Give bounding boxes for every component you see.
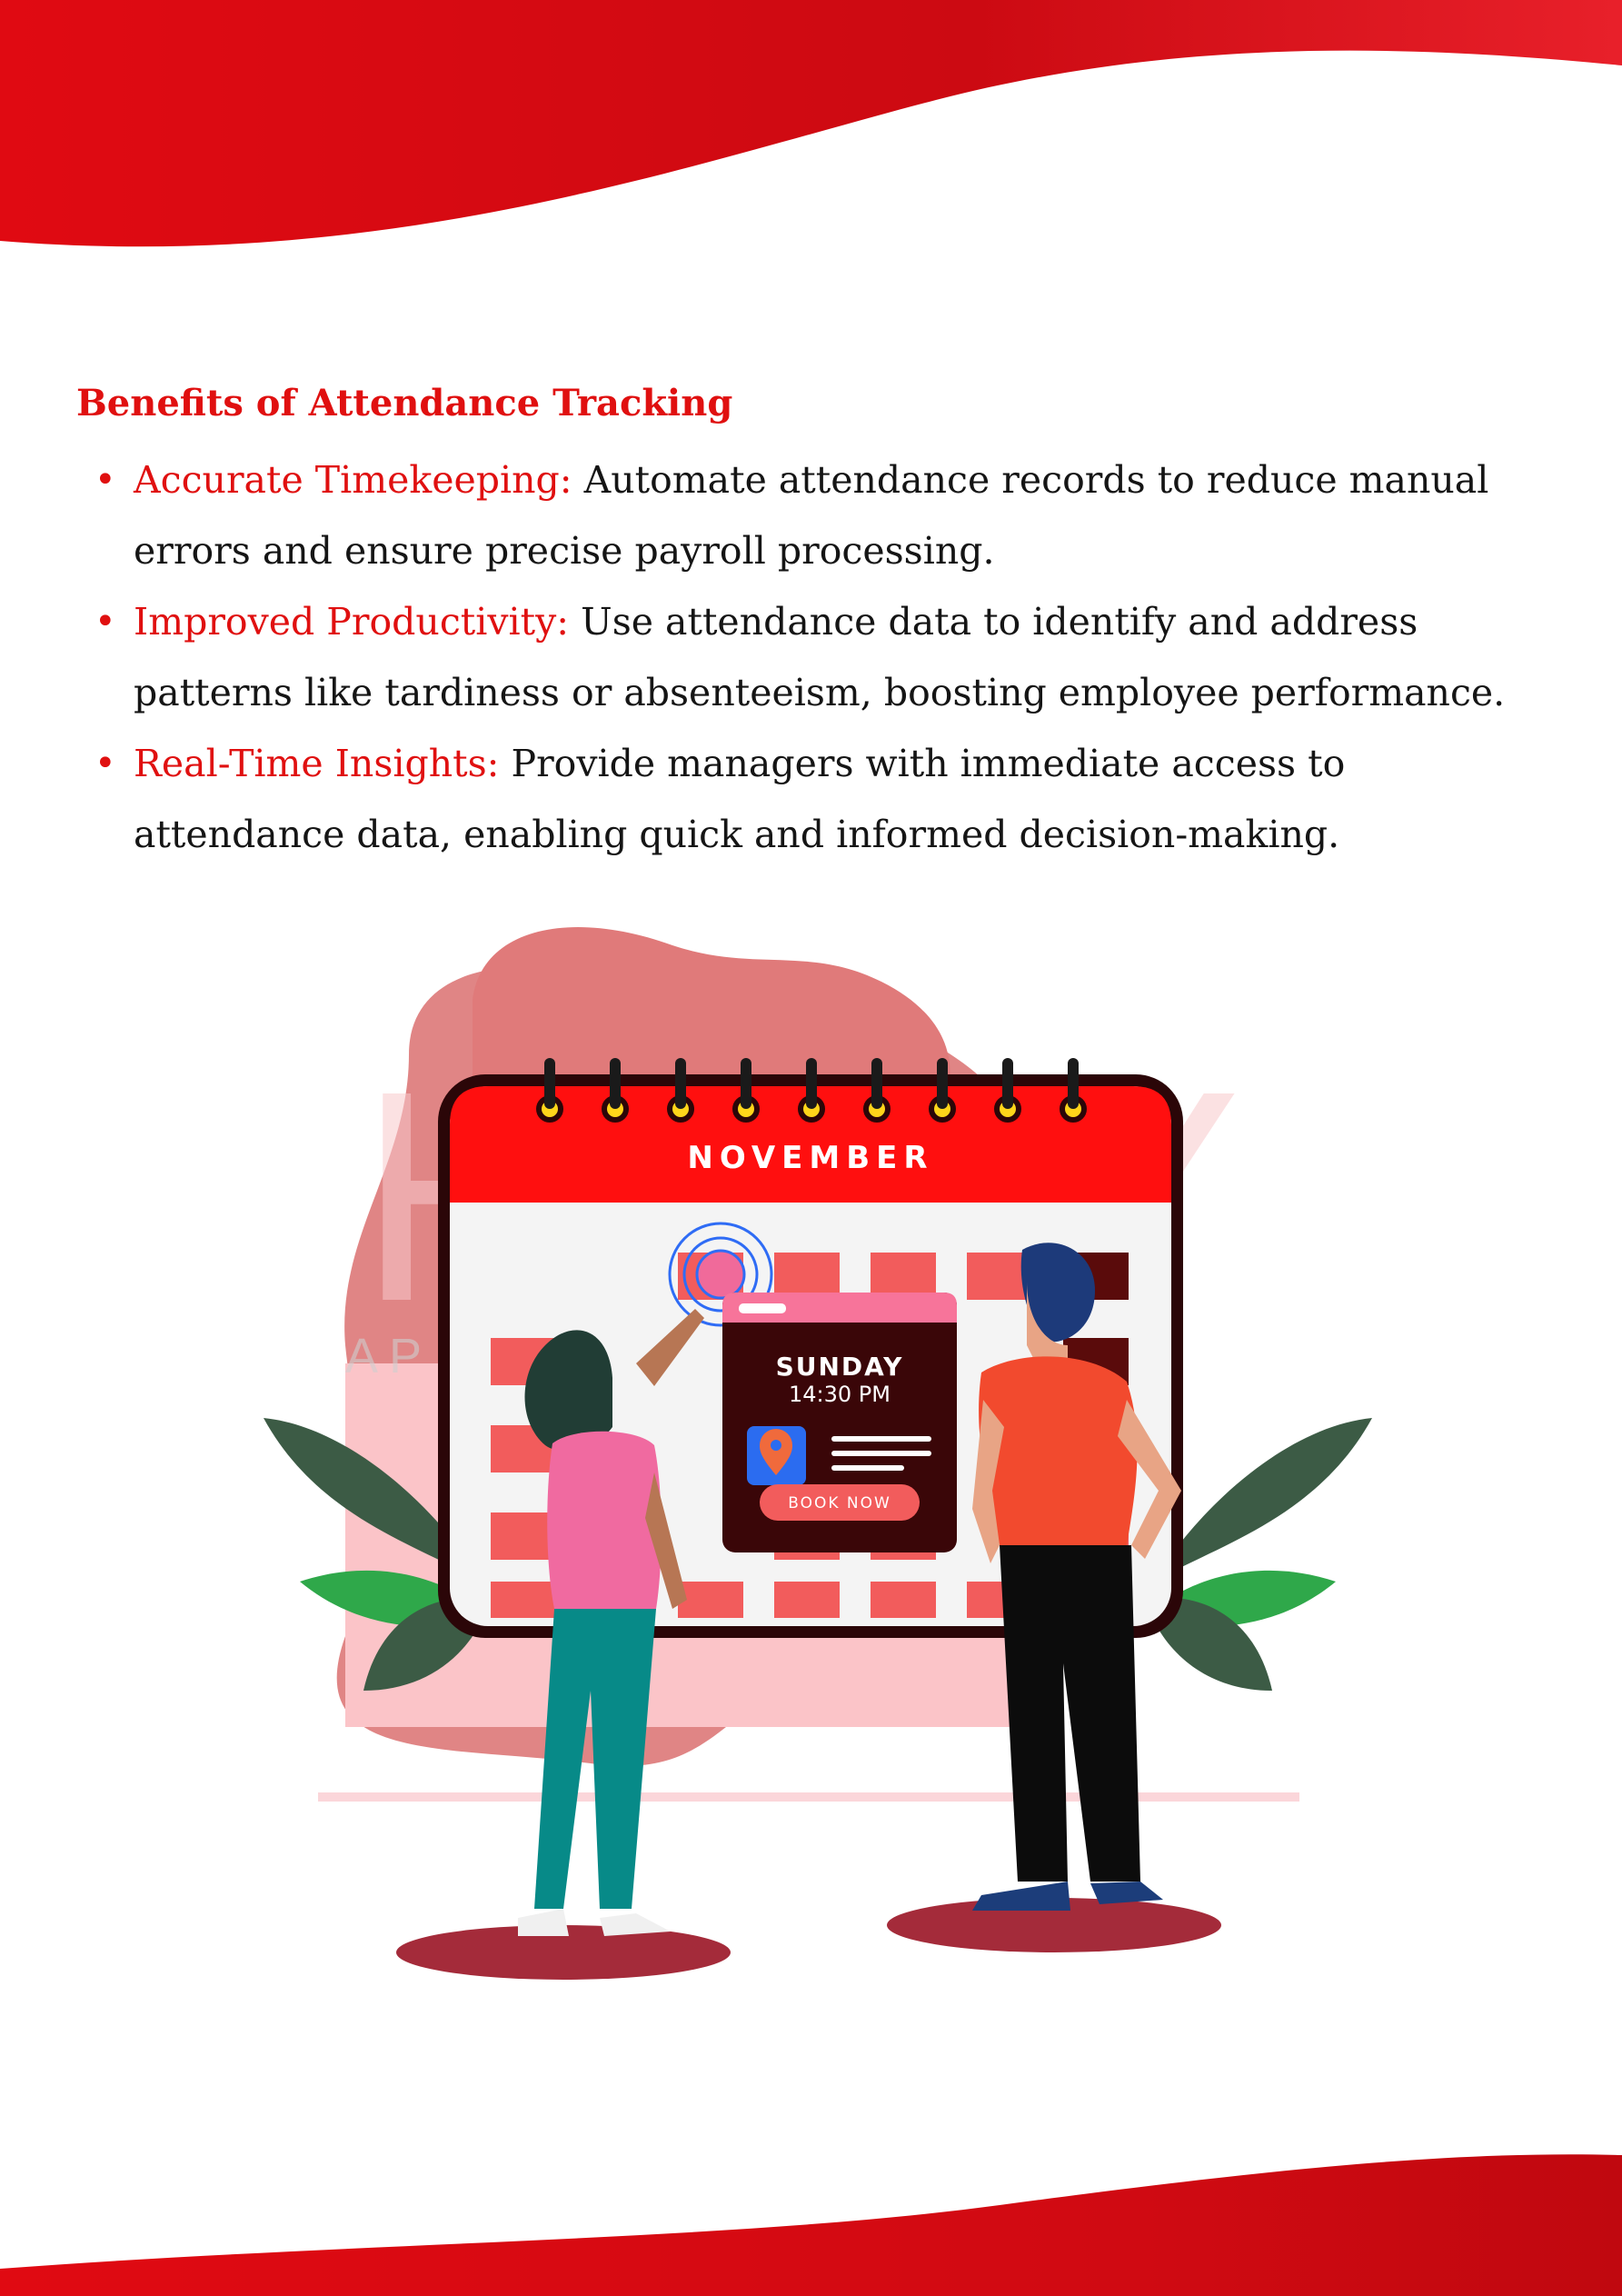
- leaf-icon: [1145, 1418, 1372, 1691]
- benefit-label: Accurate Timekeeping:: [134, 458, 572, 502]
- location-pin-icon: [747, 1426, 806, 1485]
- section-heading: Benefits of Attendance Tracking: [76, 382, 733, 424]
- list-item: • Real-Time Insights: Provide managers w…: [76, 728, 1567, 870]
- calendar-binding: [544, 1058, 1079, 1109]
- event-day: SUNDAY: [776, 1352, 904, 1382]
- benefits-list: • Accurate Timekeeping: Automate attenda…: [76, 444, 1567, 870]
- benefits-section: Benefits of Attendance Tracking • Accura…: [76, 382, 1567, 870]
- book-now-button[interactable]: [760, 1484, 920, 1521]
- man-figure: [887, 1243, 1221, 1952]
- list-item: • Improved Productivity: Use attendance …: [76, 586, 1567, 728]
- benefit-text: Provide managers with immediate access t…: [134, 742, 1346, 856]
- benefit-label: Real-Time Insights:: [134, 742, 500, 785]
- event-card: SUNDAY 14:30 PM BOOK NOW: [722, 1293, 957, 1552]
- top-wave: [0, 0, 1622, 247]
- book-now-label: BOOK NOW: [788, 1494, 891, 1512]
- calendar-illustration: HRiTY A P em NOVEMBER: [264, 927, 1372, 1980]
- tap-ripple: [668, 1222, 773, 1327]
- woman-figure: [396, 1309, 731, 1980]
- event-time: 14:30 PM: [789, 1382, 891, 1407]
- event-details-lines: [831, 1436, 931, 1471]
- benefit-text: Automate attendance records to reduce ma…: [134, 458, 1489, 573]
- calendar-month: NOVEMBER: [687, 1140, 933, 1176]
- benefit-label: Improved Productivity:: [134, 600, 570, 644]
- bottom-wave: [0, 2154, 1622, 2296]
- benefit-text: Use attendance data to identify and addr…: [134, 600, 1506, 714]
- bullet-icon: •: [95, 743, 116, 784]
- list-item: • Accurate Timekeeping: Automate attenda…: [76, 444, 1567, 586]
- floor-line: [318, 1792, 1299, 1802]
- bullet-icon: •: [95, 459, 116, 501]
- bullet-icon: •: [95, 601, 116, 643]
